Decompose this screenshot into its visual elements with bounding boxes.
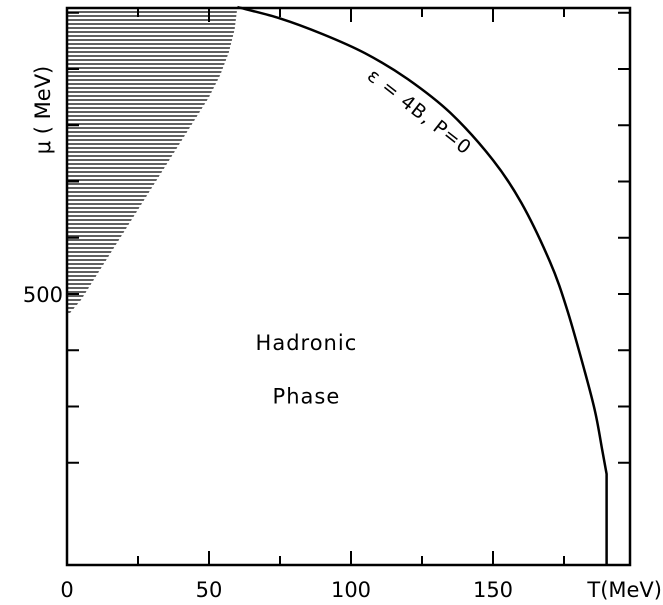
region-label-hadronic: Hadronic: [256, 331, 358, 355]
plot-frame: [65, 6, 632, 567]
tick-labels: 0 50 100 150 500: [23, 283, 513, 602]
x-tick-label: 150: [473, 578, 513, 602]
x-tick-label: 100: [331, 578, 371, 602]
shaded-region: [67, 7, 238, 317]
x-axis-label: T(MeV): [586, 578, 662, 602]
region-label-phase: Phase: [273, 384, 341, 408]
y-tick-label: 500: [23, 283, 63, 307]
x-tick-label: 0: [60, 578, 73, 602]
curve-label: ε = 4B, P=0: [363, 65, 476, 160]
y-axis-label: μ ( MeV): [31, 66, 55, 155]
axis-ticks: [67, 8, 630, 565]
x-tick-label: 50: [196, 578, 223, 602]
phase-boundary-curve: [237, 5, 608, 565]
